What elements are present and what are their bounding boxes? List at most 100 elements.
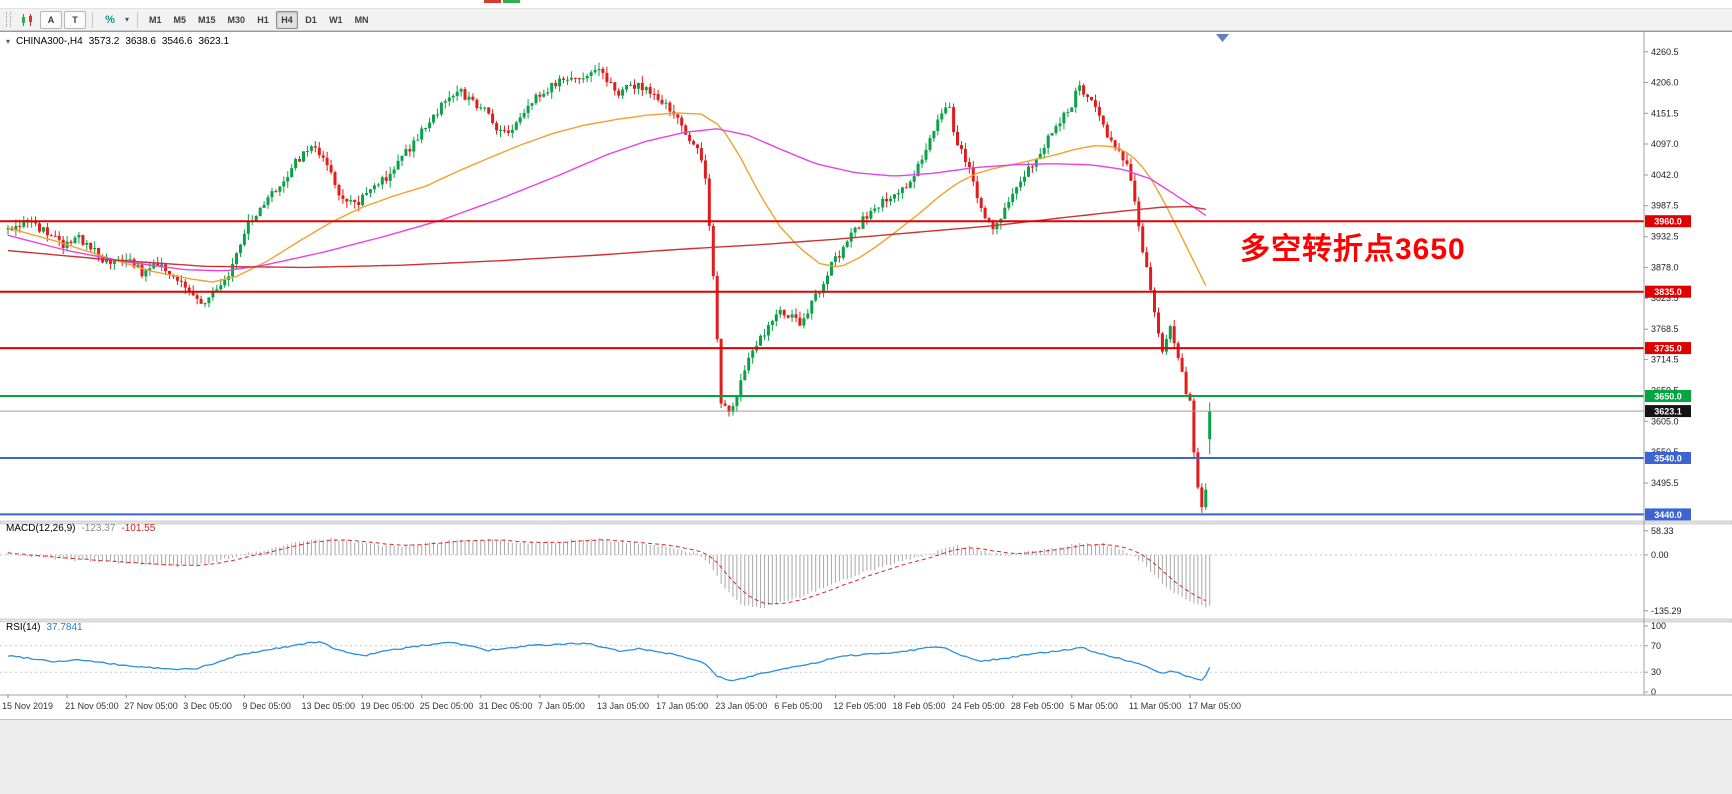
dropdown-caret-icon[interactable]: ▾: [122, 15, 132, 24]
candle-body: [861, 216, 865, 229]
candle-body: [1042, 147, 1046, 154]
level-price-box: [1645, 452, 1691, 464]
candle-body: [893, 194, 896, 199]
candle-body: [187, 287, 191, 292]
candle-body: [199, 298, 203, 304]
candle-body: [404, 149, 408, 156]
candle-body: [207, 297, 211, 304]
candle-body: [900, 187, 904, 193]
candle-body: [239, 244, 242, 254]
candle-body: [786, 315, 790, 318]
price-scale[interactable]: [1644, 32, 1732, 695]
candle-body: [794, 314, 798, 318]
candle-body: [278, 186, 282, 192]
toolbar-drag-handle[interactable]: [6, 12, 11, 27]
candle-body: [668, 102, 672, 112]
percent-scale-icon[interactable]: %: [99, 11, 121, 29]
candle-body: [128, 259, 132, 261]
candle-body: [396, 160, 400, 170]
candle-body: [1054, 126, 1058, 133]
candle-body: [258, 207, 262, 216]
candle-body: [235, 253, 238, 264]
timeframe-button-m1[interactable]: M1: [144, 11, 167, 29]
timeframe-button-m5[interactable]: M5: [169, 11, 192, 29]
candle-body: [542, 93, 546, 97]
clipped-upper-toolbar: [0, 0, 1732, 8]
candle-body: [948, 107, 952, 109]
timeframe-button-m30[interactable]: M30: [223, 11, 251, 29]
candle-body: [593, 70, 597, 73]
macd-indicator-name: MACD(12,26,9): [6, 523, 76, 534]
candle-body: [621, 89, 625, 96]
candle-body: [896, 193, 900, 195]
candle-body: [558, 78, 562, 87]
timeframe-button-h4[interactable]: H4: [276, 10, 299, 29]
candle-body: [305, 151, 309, 152]
candle-body: [242, 233, 246, 245]
timeframe-button-m15[interactable]: M15: [193, 11, 221, 29]
timeframe-button-h1[interactable]: H1: [252, 11, 274, 29]
time-scale[interactable]: [0, 695, 1732, 719]
candle-body: [971, 166, 975, 182]
candle-body: [1176, 343, 1180, 358]
candle-body: [179, 280, 183, 282]
candlestick-chart-icon[interactable]: [16, 11, 38, 29]
chart-plot-area[interactable]: [0, 32, 1644, 695]
candle-body: [439, 102, 443, 115]
candle-body: [826, 275, 829, 285]
current-price-box: [1645, 405, 1691, 418]
candle-body: [416, 139, 420, 141]
one-click-trading-arrow-icon[interactable]: ▾: [6, 37, 11, 46]
panel-splitter[interactable]: [0, 520, 1732, 525]
candle-body: [664, 102, 668, 104]
toolbar-button-t[interactable]: T: [64, 10, 86, 29]
level-price-box: [1645, 390, 1691, 402]
candle-body: [703, 160, 707, 179]
candle-body: [156, 263, 160, 266]
candle-body: [699, 148, 703, 161]
price-scale-label: 3823.5: [1651, 293, 1679, 303]
ma-slow-red-line: [7, 205, 1206, 269]
timeframe-button-mn[interactable]: MN: [350, 11, 374, 29]
candle-body: [924, 149, 928, 160]
time-scale-label: 17 Jan 05:00: [656, 701, 708, 711]
candle-body: [53, 235, 57, 237]
toolbar-separator: [92, 11, 93, 28]
candle-body: [684, 125, 688, 135]
level-price-label: 3440.0: [1654, 510, 1682, 520]
panel-splitter[interactable]: [0, 618, 1732, 623]
candle-body: [400, 155, 404, 161]
candle-body: [1137, 201, 1141, 227]
chart-shift-marker-icon[interactable]: [1216, 34, 1229, 42]
candle-body: [577, 78, 581, 80]
chart-svg: 4260.5 4206.0 4151.5 4097.0 4042.0 3987.5 3932…: [0, 32, 1732, 719]
candle-body: [380, 177, 384, 185]
rsi-scale-label: 70: [1651, 641, 1661, 651]
price-scale-label: 3495.5: [1651, 478, 1679, 488]
price-scale-label: 3878.0: [1651, 262, 1679, 272]
price-scale-label: 4206.0: [1651, 78, 1679, 88]
rsi-line: [7, 641, 1211, 682]
candle-body: [625, 84, 629, 90]
timeframe-button-w1[interactable]: W1: [324, 11, 348, 29]
candle-body: [455, 91, 459, 96]
candle-body: [1034, 159, 1038, 167]
candle-body: [692, 141, 696, 145]
candle-body: [108, 259, 112, 264]
candle-body: [790, 314, 794, 318]
candle-body: [849, 232, 853, 242]
candle-body: [1208, 411, 1212, 440]
candle-body: [810, 300, 814, 314]
level-price-label: 3540.0: [1654, 454, 1682, 464]
candle-body: [1062, 112, 1066, 124]
candle-body: [920, 159, 924, 164]
level-price-label: 3835.0: [1654, 287, 1682, 297]
time-scale-label: 7 Jan 05:00: [538, 701, 585, 711]
toolbar-button-a[interactable]: A: [40, 10, 62, 29]
time-scale-label: 21 Nov 05:00: [65, 701, 119, 711]
candle-body: [286, 177, 290, 182]
candle-body: [168, 271, 171, 275]
timeframe-button-d1[interactable]: D1: [300, 11, 322, 29]
candle-body: [534, 94, 538, 104]
candle-body: [384, 177, 388, 181]
